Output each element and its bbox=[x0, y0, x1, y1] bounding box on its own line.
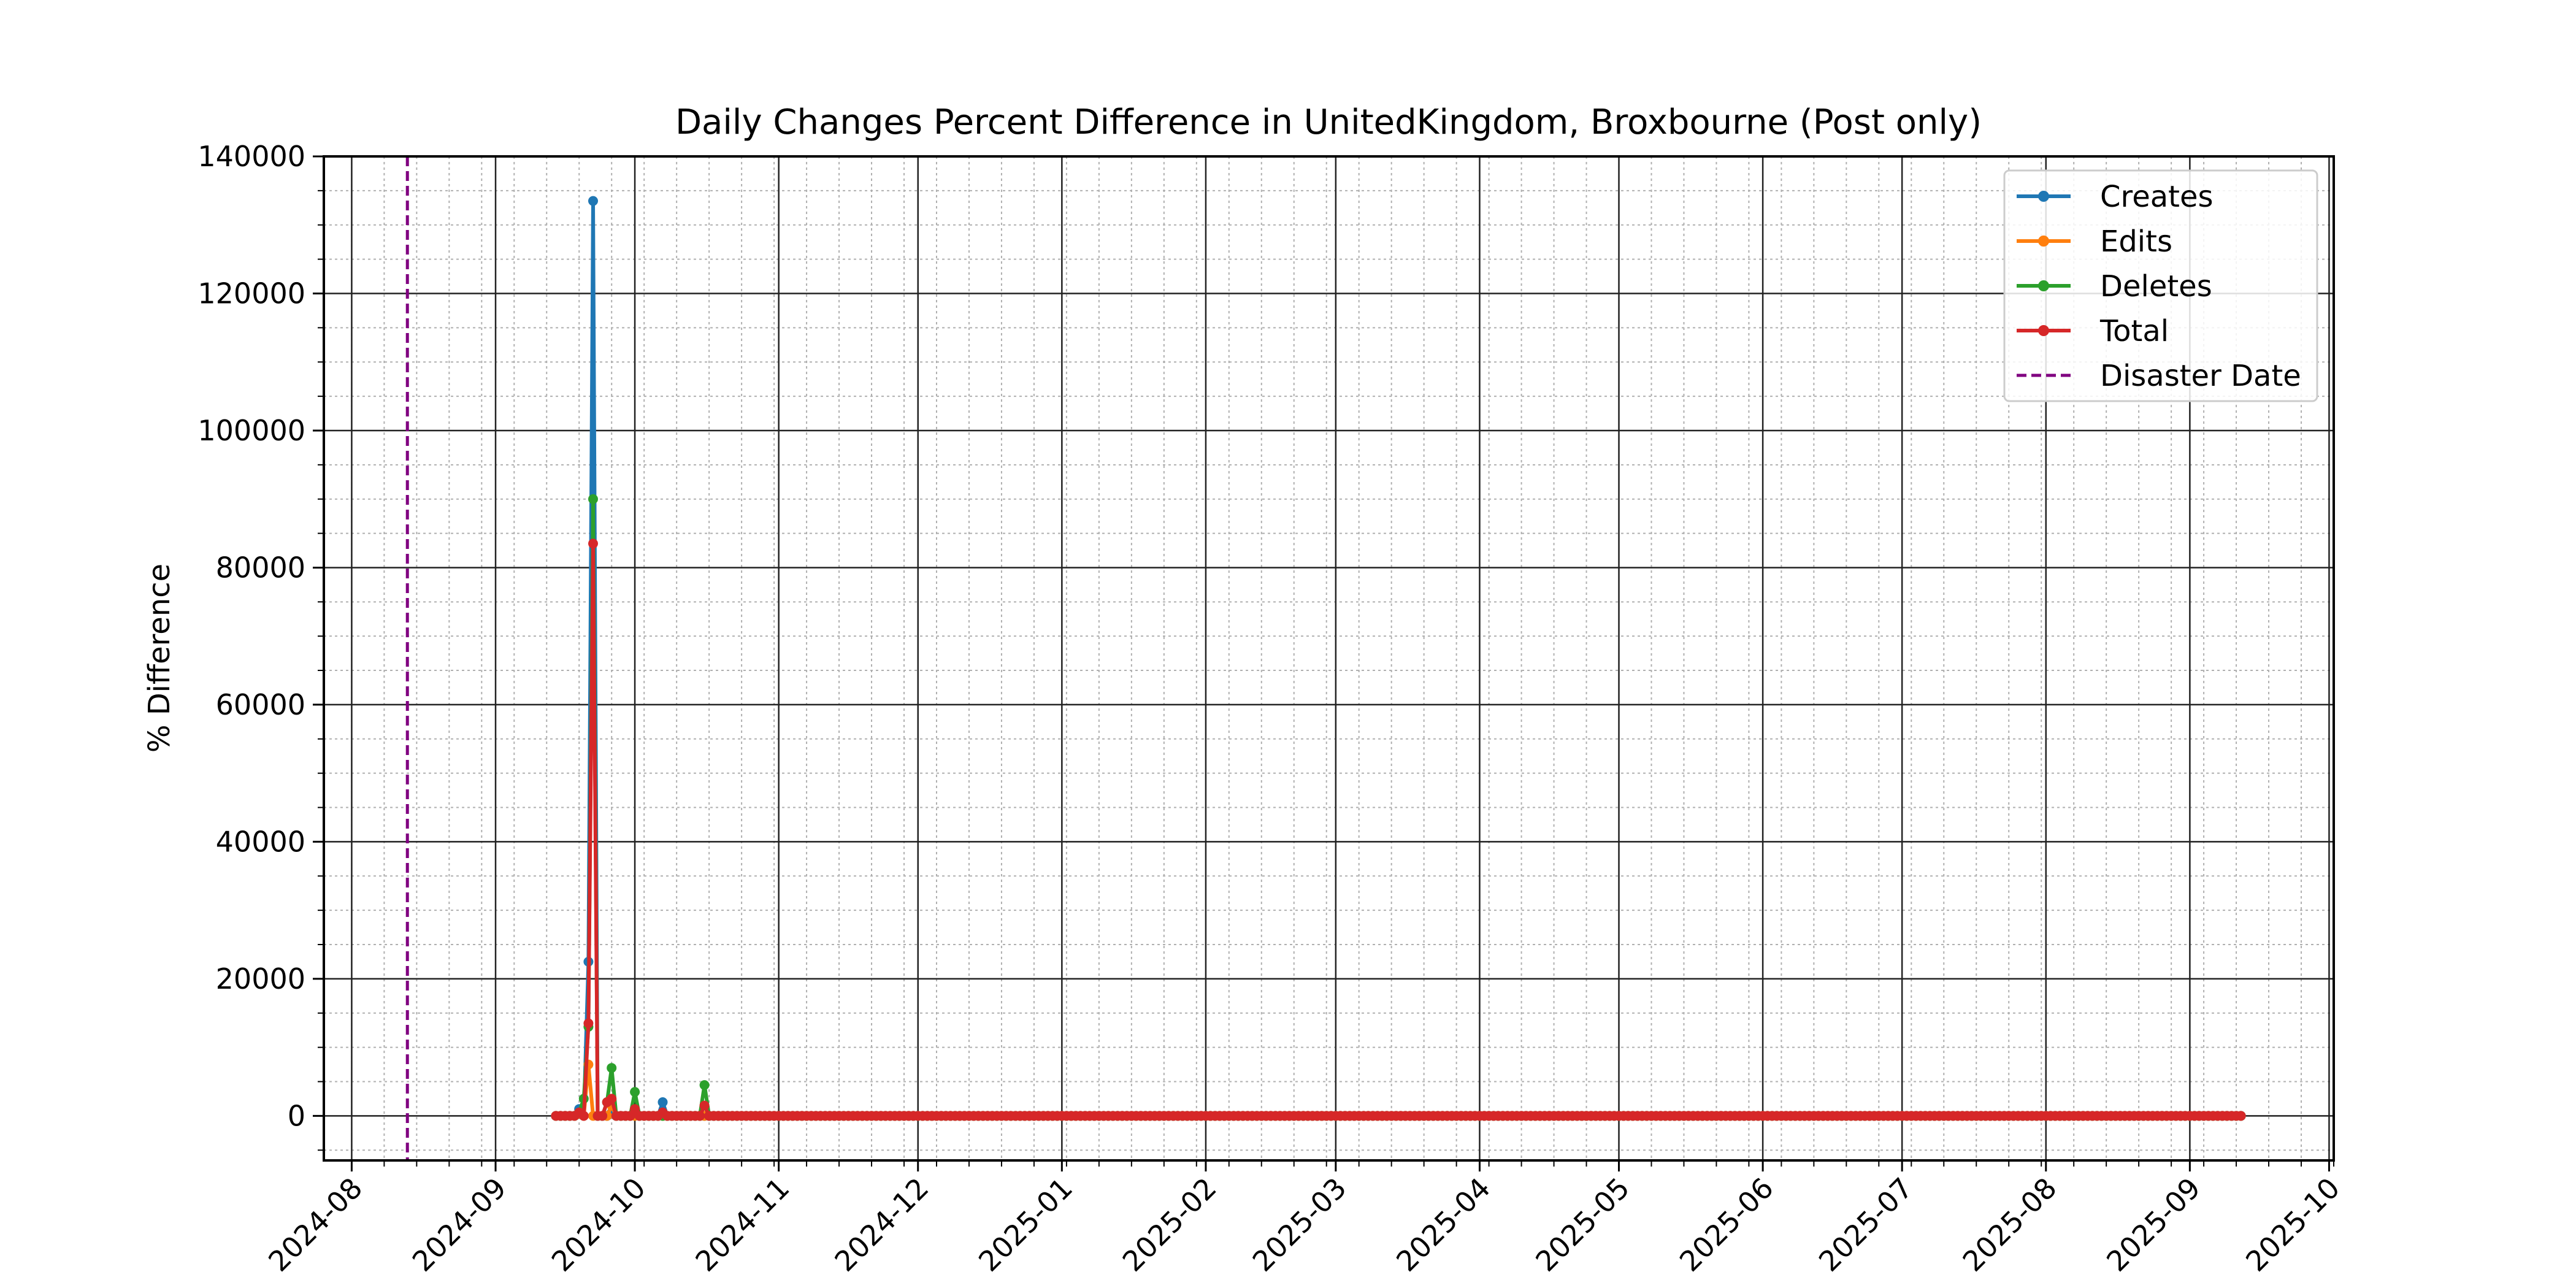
data-point bbox=[588, 539, 598, 549]
legend-item-disaster-date: Disaster Date bbox=[2017, 359, 2301, 393]
series-total bbox=[551, 539, 2246, 1121]
legend: Creates Edits Deletes Total Disaster Date bbox=[2003, 169, 2318, 402]
data-point bbox=[699, 1100, 710, 1111]
legend-item-total: Total bbox=[2017, 314, 2169, 348]
data-point bbox=[597, 1111, 608, 1121]
chart-title: Daily Changes Percent Difference in Unit… bbox=[675, 102, 1982, 142]
data-point bbox=[2236, 1111, 2246, 1121]
series-layer bbox=[551, 196, 2246, 1121]
data-point bbox=[588, 494, 598, 504]
y-tick-label: 120000 bbox=[197, 277, 305, 310]
data-point bbox=[588, 196, 598, 206]
data-point bbox=[578, 1111, 589, 1121]
legend-swatch-marker bbox=[2038, 236, 2049, 247]
legend-swatch-marker bbox=[2038, 191, 2049, 202]
legend-label: Creates bbox=[2100, 180, 2214, 214]
data-point bbox=[630, 1087, 640, 1097]
data-point bbox=[607, 1094, 617, 1104]
legend-swatch-marker bbox=[2038, 325, 2049, 336]
data-point bbox=[657, 1097, 668, 1107]
legend-item-edits: Edits bbox=[2017, 224, 2172, 259]
legend-label: Total bbox=[2099, 314, 2169, 348]
data-point bbox=[630, 1104, 640, 1114]
y-tick-label: 20000 bbox=[216, 962, 305, 995]
y-tick-label: 100000 bbox=[197, 414, 305, 447]
y-tick-label: 140000 bbox=[197, 140, 305, 173]
y-tick-label: 0 bbox=[288, 1099, 305, 1132]
legend-swatch-marker bbox=[2038, 280, 2049, 291]
plot-frame bbox=[323, 155, 2335, 1162]
legend-box bbox=[2003, 169, 2318, 402]
y-tick-label: 60000 bbox=[216, 688, 305, 721]
legend-label: Deletes bbox=[2100, 269, 2212, 304]
data-point bbox=[699, 1080, 710, 1091]
legend-item-creates: Creates bbox=[2017, 180, 2214, 214]
y-axis-label: % Difference bbox=[142, 564, 177, 753]
y-tick-label: 80000 bbox=[216, 551, 305, 584]
y-tick-label: 40000 bbox=[216, 825, 305, 858]
legend-label: Edits bbox=[2100, 224, 2172, 259]
data-point bbox=[607, 1063, 617, 1073]
data-point bbox=[583, 1018, 594, 1029]
legend-label: Disaster Date bbox=[2100, 359, 2301, 393]
data-point bbox=[695, 1111, 705, 1121]
data-point bbox=[625, 1111, 635, 1121]
legend-item-deletes: Deletes bbox=[2017, 269, 2212, 304]
y-axis-ticks: 0 20000 40000 60000 80000 100000 120000 140000 bbox=[197, 140, 324, 1151]
